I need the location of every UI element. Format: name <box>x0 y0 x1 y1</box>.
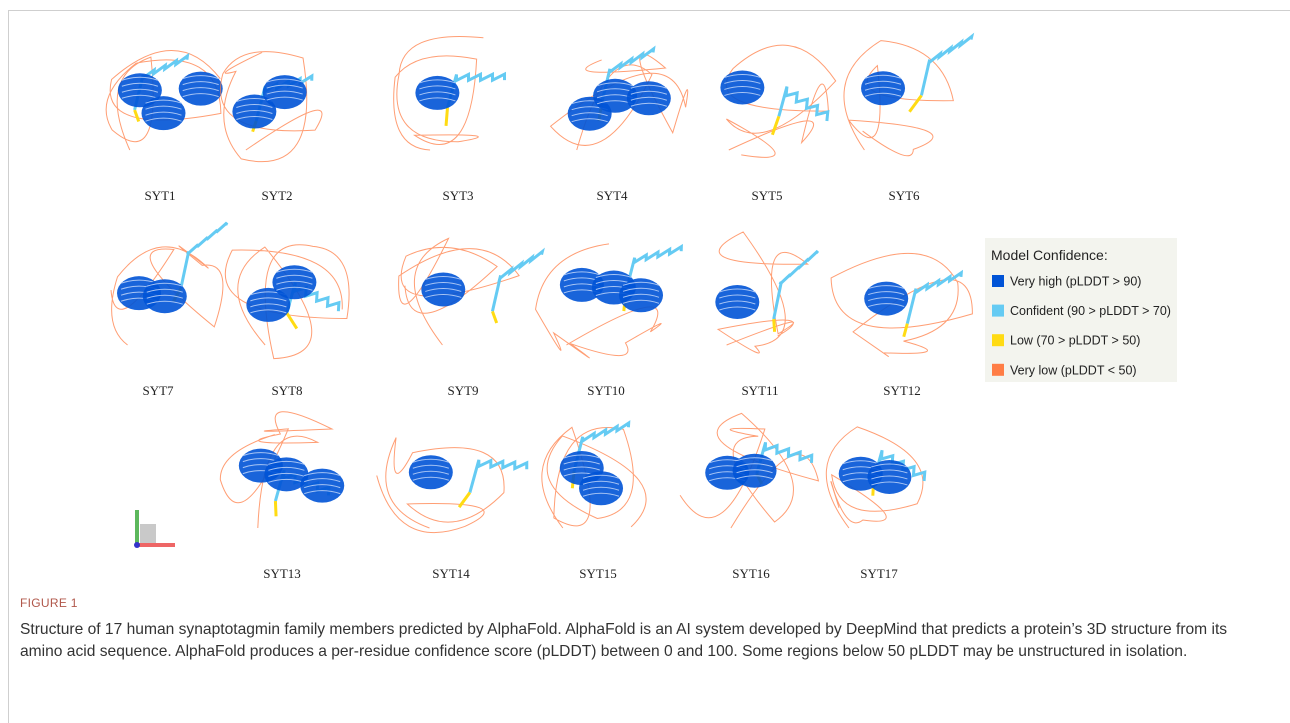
low-segment <box>492 311 496 323</box>
legend-swatch <box>992 305 1004 317</box>
protein-structure: SYT12 <box>831 253 972 398</box>
legend-label: Very low (pLDDT < 50) <box>1010 363 1137 377</box>
domain <box>142 96 186 130</box>
low-segment <box>772 116 778 134</box>
protein-structure: SYT4 <box>551 49 688 203</box>
protein-structure: SYT1 <box>106 50 223 203</box>
domain <box>421 272 465 306</box>
protein-structure: SYT7 <box>111 223 227 398</box>
legend-label: Low (70 > pLDDT > 50) <box>1010 334 1140 348</box>
legend-label: Confident (90 > pLDDT > 70) <box>1010 304 1171 318</box>
low-segment <box>774 319 775 332</box>
domain <box>715 285 759 319</box>
axis-icon <box>134 510 175 548</box>
domain <box>579 471 623 505</box>
protein-structure: SYT5 <box>720 45 835 203</box>
low-segment <box>909 95 921 111</box>
legend: Model Confidence: Very high (pLDDT > 90)… <box>985 238 1177 382</box>
structure-label: SYT14 <box>432 566 470 581</box>
protein-structure: SYT6 <box>844 36 972 203</box>
helix <box>921 36 971 95</box>
figure-image: Model Confidence: Very high (pLDDT > 90)… <box>0 0 1290 595</box>
structure-label: SYT9 <box>447 383 478 398</box>
domain <box>867 460 911 494</box>
caption-text: Structure of 17 human synaptotagmin fami… <box>20 619 1235 663</box>
low-segment <box>275 501 276 516</box>
low-segment <box>135 110 139 122</box>
domain <box>619 278 663 312</box>
protein-structure: SYT9 <box>399 238 543 398</box>
legend-swatch <box>992 275 1004 287</box>
legend-label: Very high (pLDDT > 90) <box>1010 275 1141 289</box>
helix <box>779 87 828 121</box>
domain <box>627 81 671 115</box>
structure-label: SYT5 <box>751 188 782 203</box>
structure-label: SYT13 <box>263 566 301 581</box>
low-segment <box>904 324 908 337</box>
helix <box>181 223 227 289</box>
domain <box>720 70 764 104</box>
structure-label: SYT4 <box>596 188 628 203</box>
helix <box>774 251 818 319</box>
page: {"figure": { "structures": [ {"label": "… <box>0 0 1290 723</box>
protein-structure: SYT8 <box>225 245 349 398</box>
protein-structure: SYT3 <box>394 36 505 203</box>
legend-swatch <box>992 364 1004 376</box>
legend-swatch <box>992 334 1004 346</box>
structure-label: SYT12 <box>883 383 921 398</box>
protein-structure: SYT10 <box>536 244 682 398</box>
structure-label: SYT16 <box>732 566 770 581</box>
structure-label: SYT3 <box>442 188 473 203</box>
structure-label: SYT7 <box>142 383 174 398</box>
domain <box>864 282 908 316</box>
structure-label: SYT1 <box>144 188 175 203</box>
domain <box>415 76 459 110</box>
domain <box>733 454 777 488</box>
protein-structure: SYT17 <box>826 427 924 581</box>
protein-structure: SYT16 <box>680 413 818 581</box>
caption-label: FIGURE 1 <box>20 596 78 610</box>
domain <box>179 72 223 106</box>
helix <box>470 460 527 493</box>
low-segment <box>446 108 447 126</box>
structure-label: SYT15 <box>579 566 617 581</box>
protein-structure: SYT11 <box>715 232 817 398</box>
domain <box>272 265 316 299</box>
domain <box>861 71 905 105</box>
legend-title: Model Confidence: <box>991 247 1108 263</box>
domain <box>300 469 344 503</box>
structure-label: SYT2 <box>261 188 292 203</box>
protein-structure: SYT2 <box>221 52 322 203</box>
protein-structure: SYT13 <box>220 412 344 581</box>
protein-structure: SYT14 <box>377 438 527 581</box>
domain <box>263 75 307 109</box>
structure-label: SYT10 <box>587 383 625 398</box>
domain <box>409 455 453 489</box>
structure-label: SYT8 <box>271 383 302 398</box>
protein-structure: SYT15 <box>542 423 646 581</box>
helix <box>492 252 542 312</box>
structure-label: SYT6 <box>888 188 920 203</box>
structure-label: SYT17 <box>860 566 898 581</box>
structure-label: SYT11 <box>741 383 778 398</box>
domain <box>143 279 187 313</box>
